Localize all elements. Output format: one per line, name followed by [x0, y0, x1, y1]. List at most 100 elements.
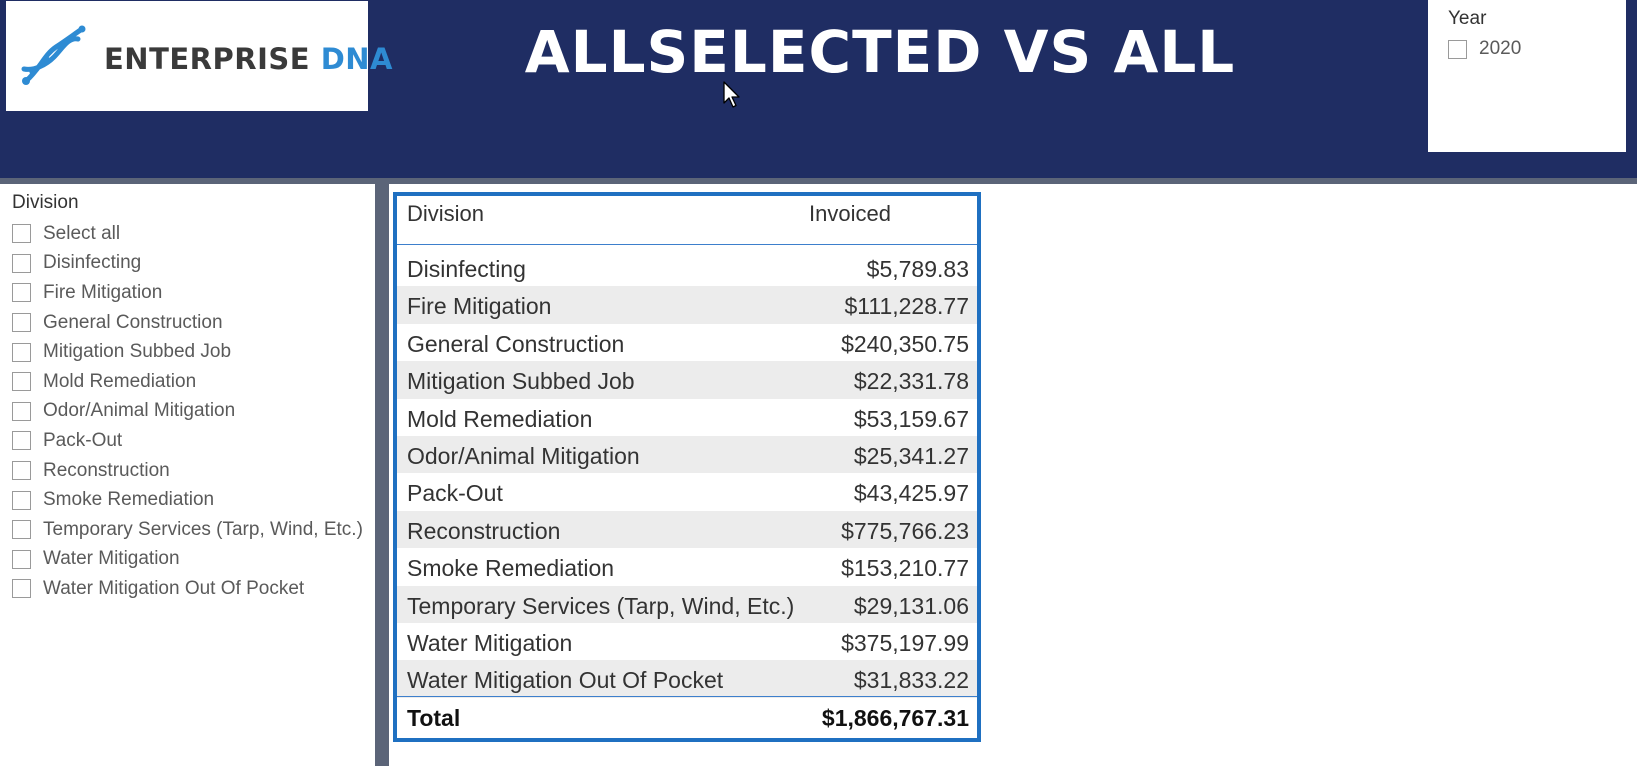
- cell-invoiced: $43,425.97: [853, 480, 969, 507]
- column-header-invoiced[interactable]: Invoiced: [809, 201, 891, 226]
- table-row: Odor/Animal Mitigation $25,341.27: [397, 435, 977, 474]
- panel-divider: [375, 184, 389, 766]
- year-checkbox[interactable]: [1448, 39, 1467, 59]
- cell-invoiced: $375,197.99: [841, 629, 969, 656]
- header-divider: [0, 178, 1637, 184]
- division-checkbox[interactable]: [12, 461, 31, 481]
- division-checkbox[interactable]: [12, 401, 31, 421]
- division-checkbox[interactable]: [12, 342, 31, 362]
- dna-icon: [21, 25, 86, 85]
- cell-division: Mold Remediation: [407, 405, 593, 432]
- year-option-label: 2020: [1479, 38, 1522, 59]
- table-row: Mitigation Subbed Job $22,331.78: [397, 361, 977, 399]
- division-option-odor-animal-mitigation[interactable]: Odor/Animal Mitigation: [12, 397, 372, 427]
- division-option-label: Mitigation Subbed Job: [43, 341, 232, 363]
- division-checkbox[interactable]: [12, 520, 31, 540]
- division-option-select-all[interactable]: Select all: [12, 219, 372, 249]
- logo: ENTERPRISE DNA: [6, 1, 392, 111]
- division-option-reconstruction[interactable]: Reconstruction: [12, 456, 372, 486]
- cell-division: Temporary Services (Tarp, Wind, Etc.): [407, 592, 795, 619]
- year-slicer: Year 2020: [1428, 0, 1626, 152]
- total-label: Total: [407, 705, 461, 731]
- division-option-label: Disinfecting: [43, 252, 142, 274]
- division-checkbox[interactable]: [12, 313, 31, 333]
- cell-invoiced: $53,159.67: [853, 405, 969, 432]
- year-option-2020[interactable]: 2020: [1448, 38, 1521, 60]
- cell-division: Odor/Animal Mitigation: [407, 442, 640, 469]
- cell-invoiced: $240,350.75: [841, 330, 969, 357]
- division-option-label: Mold Remediation: [43, 370, 197, 392]
- cell-division: Smoke Remediation: [407, 555, 615, 582]
- cell-division: Water Mitigation Out Of Pocket: [407, 667, 724, 694]
- cell-invoiced: $153,210.77: [841, 555, 969, 582]
- division-option-list: Select all Disinfecting Fire Mitigation …: [12, 219, 372, 604]
- division-option-pack-out[interactable]: Pack-Out: [12, 426, 372, 456]
- cell-division: General Construction: [407, 330, 625, 357]
- report-header: ENTERPRISE DNA ALLSELECTED VS ALL Year 2…: [0, 0, 1637, 178]
- division-option-label: Pack-Out: [43, 429, 123, 451]
- table-row: Disinfecting $5,789.83: [397, 249, 977, 286]
- mouse-cursor-icon: [723, 81, 740, 108]
- cell-division: Reconstruction: [407, 517, 561, 544]
- division-option-label: Smoke Remediation: [43, 489, 215, 511]
- logo-text-accent: DNA: [320, 42, 393, 76]
- cell-invoiced: $29,131.06: [853, 592, 969, 619]
- division-checkbox[interactable]: [12, 283, 31, 303]
- division-option-disinfecting[interactable]: Disinfecting: [12, 249, 372, 279]
- division-option-mold-remediation[interactable]: Mold Remediation: [12, 367, 372, 397]
- division-slicer: Division Select all Disinfecting Fire Mi…: [12, 192, 372, 604]
- division-option-label: Water Mitigation: [43, 548, 180, 570]
- table-row: General Construction $240,350.75: [397, 324, 977, 361]
- division-option-label: Reconstruction: [43, 459, 170, 481]
- cell-invoiced: $22,331.78: [853, 368, 969, 395]
- division-checkbox[interactable]: [12, 372, 31, 392]
- page-title: ALLSELECTED VS ALL: [524, 18, 1236, 86]
- table-body: Disinfecting $5,789.83 Fire Mitigation $…: [397, 249, 977, 698]
- division-checkbox[interactable]: [12, 224, 31, 244]
- division-option-label: Odor/Animal Mitigation: [43, 400, 236, 422]
- cell-invoiced: $5,789.83: [866, 256, 969, 282]
- division-option-label: Temporary Services (Tarp, Wind, Etc.): [43, 518, 363, 540]
- table-row: Fire Mitigation $111,228.77: [397, 286, 977, 324]
- cell-invoiced: $775,766.23: [841, 517, 969, 544]
- logo-text: ENTERPRISE DNA: [104, 42, 393, 76]
- cell-division: Mitigation Subbed Job: [407, 368, 635, 395]
- division-checkbox[interactable]: [12, 549, 31, 569]
- table-total-row: Total $1,866,767.31: [397, 696, 977, 738]
- table-header: Division Invoiced: [397, 196, 977, 245]
- division-option-smoke-remediation[interactable]: Smoke Remediation: [12, 485, 372, 515]
- cell-division: Water Mitigation: [407, 629, 573, 656]
- division-option-water-mitigation-out-of-pocket[interactable]: Water Mitigation Out Of Pocket: [12, 574, 372, 604]
- division-option-water-mitigation[interactable]: Water Mitigation: [12, 545, 372, 575]
- invoiced-table[interactable]: Division Invoiced Disinfecting $5,789.83…: [393, 192, 981, 742]
- division-option-label: Fire Mitigation: [43, 281, 163, 303]
- year-slicer-title: Year: [1448, 8, 1487, 29]
- cell-division: Pack-Out: [407, 480, 503, 507]
- total-value: $1,866,767.31: [821, 705, 969, 731]
- division-option-temporary-services[interactable]: Temporary Services (Tarp, Wind, Etc.): [12, 515, 372, 545]
- division-option-label: General Construction: [43, 311, 223, 333]
- cell-division: Fire Mitigation: [407, 293, 552, 320]
- table-row: Pack-Out $43,425.97: [397, 473, 977, 510]
- cell-invoiced: $25,341.27: [853, 442, 969, 469]
- division-checkbox[interactable]: [12, 253, 31, 273]
- table-row: Mold Remediation $53,159.67: [397, 399, 977, 436]
- division-option-label: Water Mitigation Out Of Pocket: [43, 577, 305, 599]
- division-option-mitigation-subbed-job[interactable]: Mitigation Subbed Job: [12, 337, 372, 367]
- division-slicer-title: Division: [12, 192, 79, 213]
- column-header-division[interactable]: Division: [407, 201, 485, 226]
- table-row: Water Mitigation $375,197.99: [397, 623, 977, 660]
- division-option-general-construction[interactable]: General Construction: [12, 308, 372, 338]
- division-checkbox[interactable]: [12, 490, 31, 510]
- cell-invoiced: $111,228.77: [844, 293, 970, 320]
- division-checkbox[interactable]: [12, 579, 31, 599]
- division-option-fire-mitigation[interactable]: Fire Mitigation: [12, 278, 372, 308]
- table-row: Reconstruction $775,766.23: [397, 510, 977, 549]
- table-row: Smoke Remediation $153,210.77: [397, 548, 977, 585]
- division-option-label: Select all: [43, 222, 121, 244]
- cell-division: Disinfecting: [407, 256, 526, 282]
- division-checkbox[interactable]: [12, 431, 31, 451]
- table-row: Temporary Services (Tarp, Wind, Etc.) $2…: [397, 585, 977, 623]
- logo-text-main: ENTERPRISE: [104, 42, 311, 76]
- table-row: Water Mitigation Out Of Pocket $31,833.2…: [397, 660, 977, 698]
